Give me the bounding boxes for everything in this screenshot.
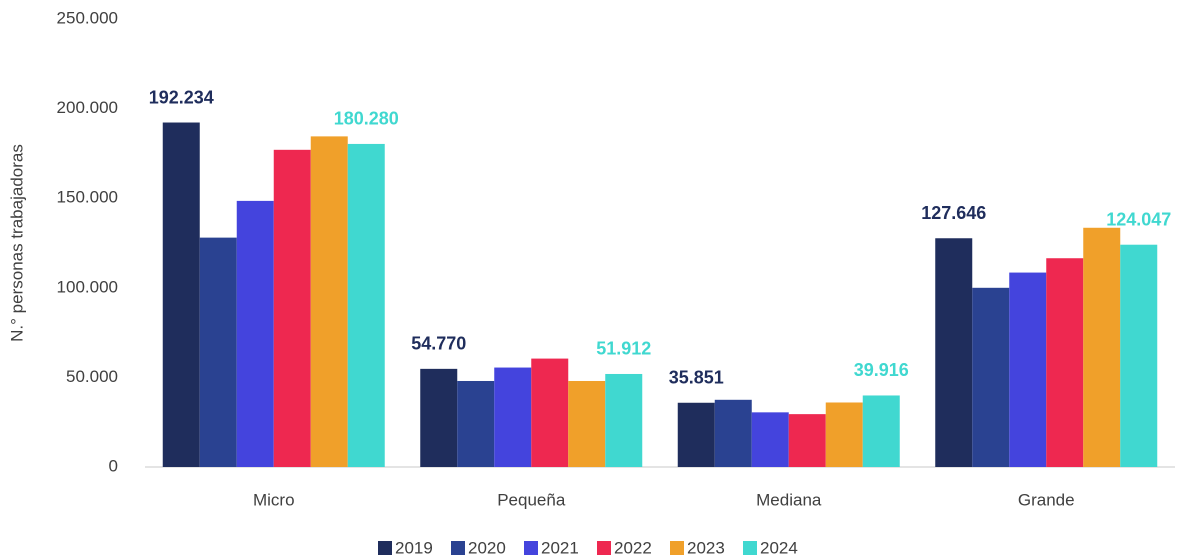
data-label: 54.770 (411, 334, 466, 354)
bar (972, 287, 1010, 467)
legend-label: 2019 (395, 538, 433, 557)
bar (162, 122, 200, 468)
bar (1046, 258, 1084, 467)
data-label: 35.851 (669, 368, 724, 388)
data-label: 124.047 (1106, 209, 1171, 229)
bar (494, 367, 532, 467)
x-tick-label: Grande (1018, 490, 1075, 509)
data-label: 39.916 (854, 360, 909, 380)
data-label: 127.646 (921, 203, 986, 223)
legend-swatch (670, 541, 684, 555)
legend-label: 2024 (760, 538, 798, 557)
data-label: 180.280 (334, 109, 399, 129)
legend-label: 2022 (614, 538, 652, 557)
legend-label: 2020 (468, 538, 506, 557)
legend-label: 2023 (687, 538, 725, 557)
legend-swatch (451, 541, 465, 555)
bar (605, 373, 643, 467)
legend-swatch (524, 541, 538, 555)
y-tick-label: 50.000 (66, 367, 118, 386)
bar (310, 136, 348, 467)
y-axis-label: N.° personas trabajadoras (7, 144, 26, 342)
bar (751, 412, 789, 467)
bar (199, 237, 237, 467)
bar (420, 368, 458, 467)
bar (862, 395, 900, 467)
legend-label: 2021 (541, 538, 579, 557)
bar (714, 399, 752, 467)
bar (677, 402, 715, 467)
bar (457, 380, 495, 467)
bar (1009, 272, 1047, 467)
y-tick-label: 250.000 (57, 8, 118, 27)
y-tick-label: 100.000 (57, 277, 118, 296)
bar (273, 149, 311, 468)
bar (1120, 244, 1158, 467)
bar (236, 200, 274, 467)
bar (825, 402, 863, 467)
x-tick-label: Mediana (756, 490, 822, 509)
legend-swatch (597, 541, 611, 555)
x-tick-label: Micro (253, 490, 295, 509)
bar (347, 143, 385, 467)
bar (1083, 227, 1121, 467)
y-tick-label: 200.000 (57, 98, 118, 117)
data-label: 51.912 (596, 339, 651, 359)
bar (568, 380, 606, 467)
y-tick-label: 150.000 (57, 188, 118, 207)
legend-swatch (378, 541, 392, 555)
bar (531, 358, 569, 467)
y-tick-label: 0 (109, 456, 118, 475)
x-tick-label: Pequeña (497, 490, 566, 509)
bar (935, 238, 973, 467)
data-label: 192.234 (149, 87, 214, 107)
legend-swatch (743, 541, 757, 555)
bar (788, 414, 826, 467)
